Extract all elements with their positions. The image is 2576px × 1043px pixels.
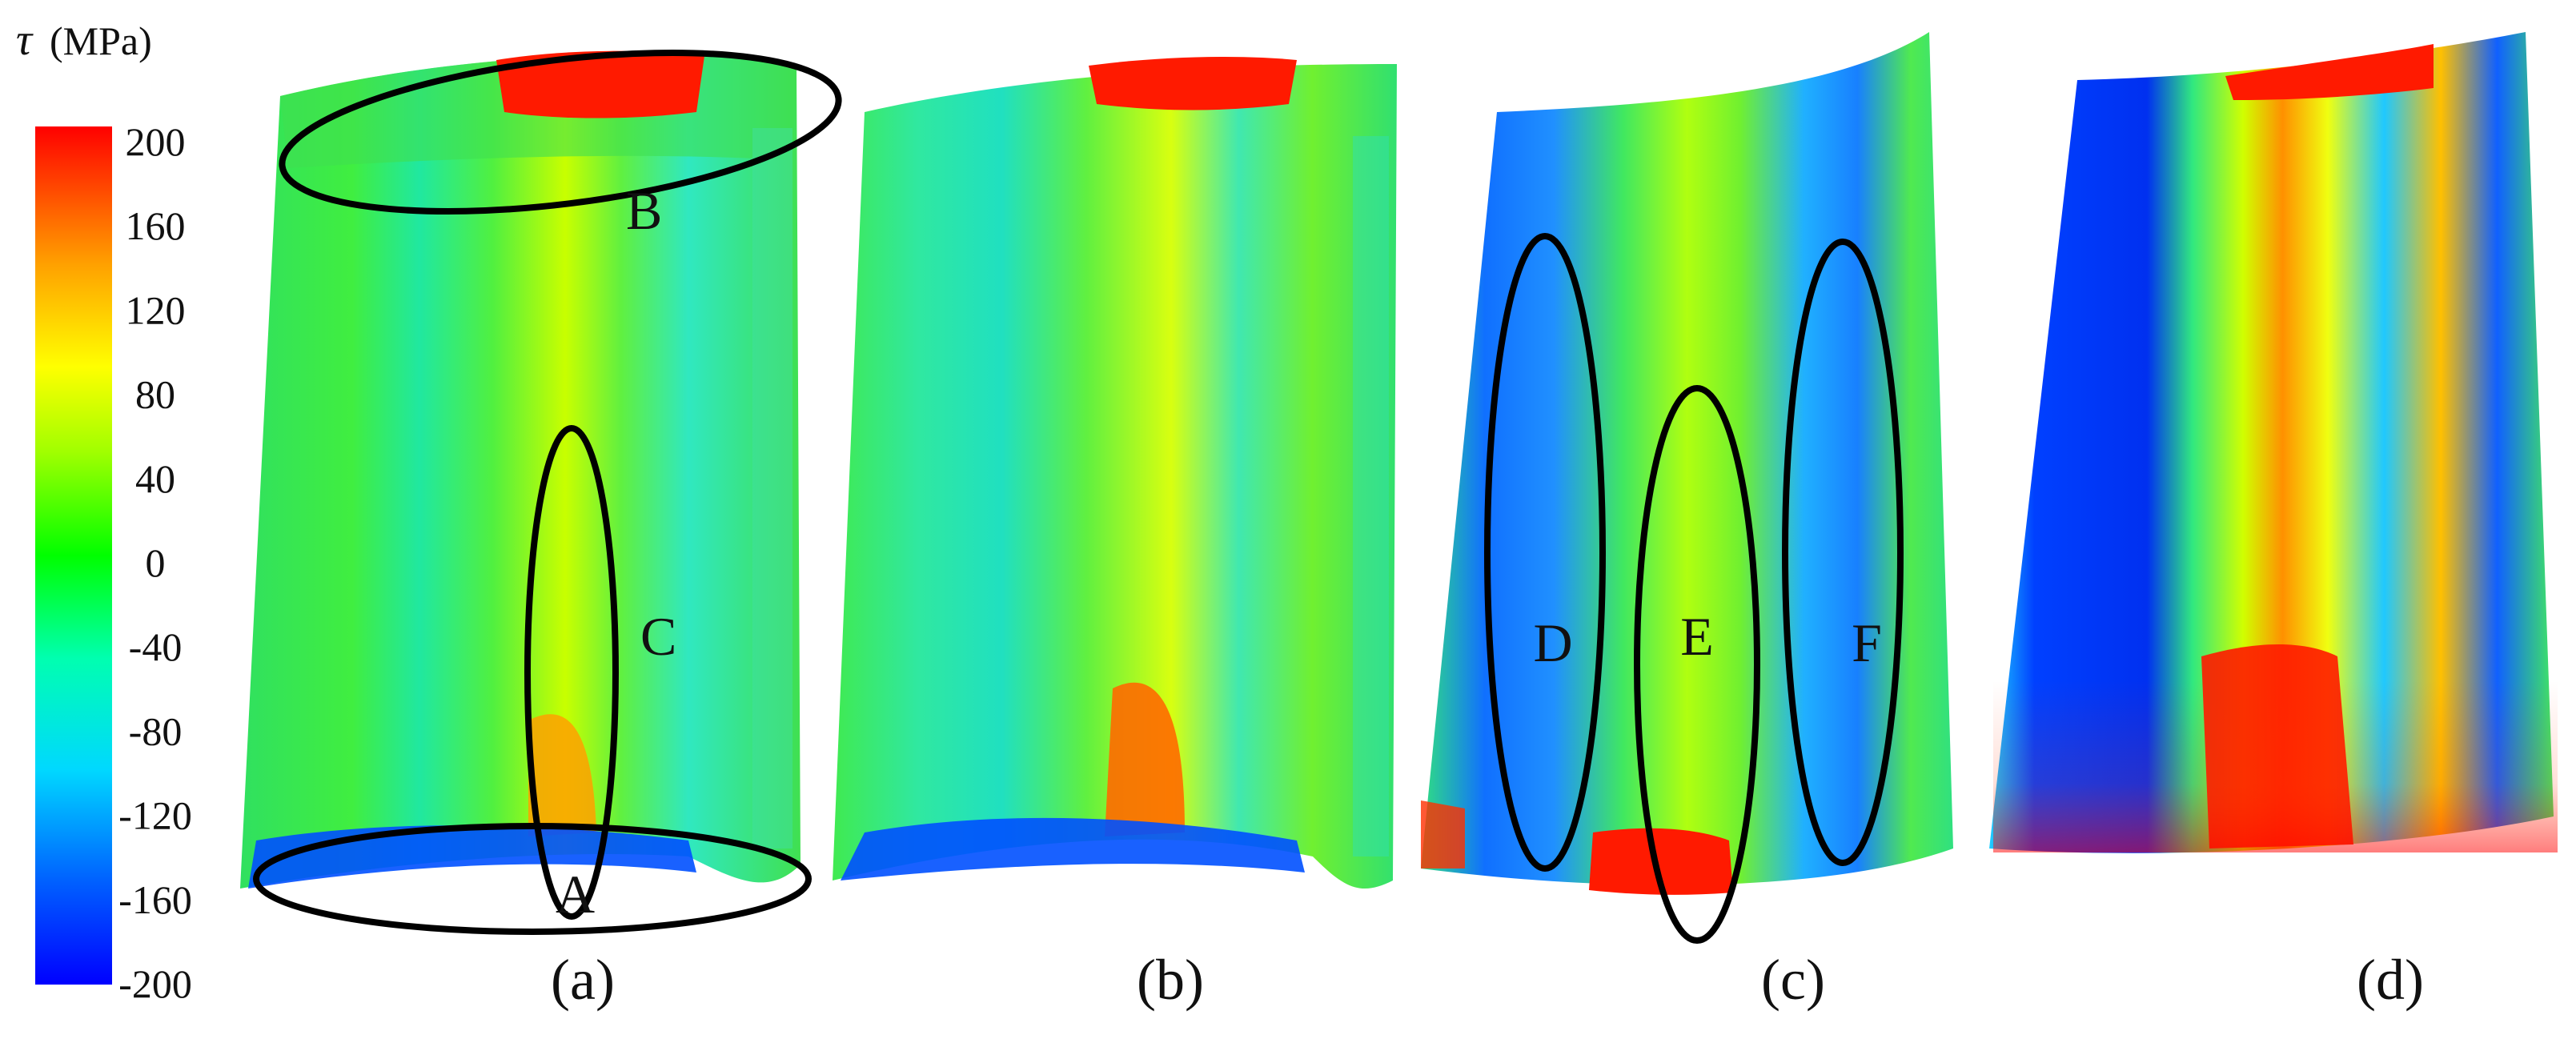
region-label-d: D [1533, 612, 1572, 673]
panel-d: (d) [1989, 32, 2558, 1012]
panel-caption-c: (c) [1761, 948, 1825, 1012]
colorbar-tick-label: 160 [126, 203, 186, 248]
high-stress-patch [496, 50, 704, 118]
colorbar-tick-label: -200 [118, 961, 192, 1006]
colorbar-scale [35, 126, 112, 985]
colorbar-tick-labels: 200 160 120 80 40 0 -40 -80 -120 -160 -200 [118, 119, 192, 1006]
blade-surface-c [1421, 32, 1953, 885]
colorbar-tick-label: -40 [129, 624, 183, 669]
colorbar-symbol: τ [16, 15, 34, 65]
region-outline-d [1484, 233, 1606, 872]
region-label-b: B [626, 180, 662, 241]
region-outline-e [1634, 385, 1760, 944]
region-outline-a [253, 823, 812, 935]
panel-caption-d: (d) [2357, 948, 2424, 1012]
region-label-e: E [1680, 606, 1714, 667]
blade-surface-d [1989, 32, 2554, 853]
panel-caption-a: (a) [551, 948, 615, 1012]
colorbar-tick-label: 40 [135, 456, 175, 501]
colorbar-tick-label: -160 [118, 877, 192, 922]
colorbar-tick-label: 0 [146, 540, 166, 585]
region-outline-b [279, 50, 842, 215]
panel-b: (b) [833, 56, 1397, 1012]
colorbar-tick-label: 80 [135, 372, 175, 417]
panel-a: B C A (a) [240, 50, 842, 1012]
blade-surface-b [833, 64, 1397, 889]
colorbar-tick-label: -80 [129, 708, 183, 753]
colorbar-unit: (MPa) [50, 18, 152, 63]
panel-c: D E F (c) [1421, 32, 1953, 1012]
region-outline-c [524, 425, 619, 920]
region-label-f: F [1852, 612, 1882, 673]
panel-caption-b: (b) [1137, 948, 1204, 1012]
region-label-c: C [640, 606, 676, 667]
colorbar: τ (MPa) 200 160 120 80 40 0 -40 -80 -120 -160 -200 [16, 15, 192, 1006]
colorbar-tick-label: -120 [118, 793, 192, 838]
blade-surface-a [240, 54, 800, 889]
high-stress-patch [1089, 56, 1297, 110]
colorbar-tick-label: 120 [126, 287, 186, 332]
region-label-a: A [556, 864, 595, 925]
colorbar-tick-label: 200 [126, 119, 186, 164]
region-outline-f [1782, 239, 1904, 866]
